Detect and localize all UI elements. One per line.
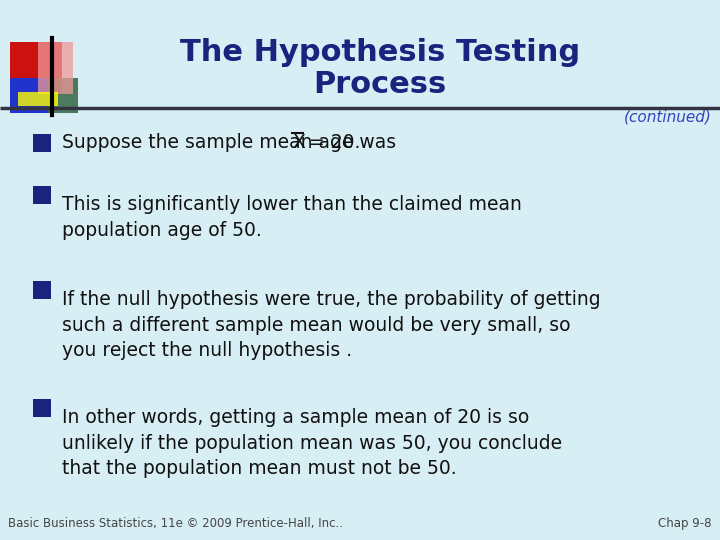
Text: Chap 9-8: Chap 9-8 xyxy=(659,517,712,530)
Bar xyxy=(33,281,51,299)
Text: This is significantly lower than the claimed mean
population age of 50.: This is significantly lower than the cla… xyxy=(62,195,522,240)
Bar xyxy=(10,78,50,113)
Bar xyxy=(33,134,51,152)
Text: Basic Business Statistics, 11e © 2009 Prentice-Hall, Inc..: Basic Business Statistics, 11e © 2009 Pr… xyxy=(8,517,343,530)
Bar xyxy=(10,42,62,94)
Text: In other words, getting a sample mean of 20 is so
unlikely if the population mea: In other words, getting a sample mean of… xyxy=(62,408,562,478)
Text: = 20.: = 20. xyxy=(303,133,361,152)
Text: X: X xyxy=(292,133,305,152)
Text: Process: Process xyxy=(313,70,446,99)
Bar xyxy=(33,186,51,204)
Text: (continued): (continued) xyxy=(624,110,712,125)
Bar xyxy=(33,399,51,417)
Text: Suppose the sample mean age was: Suppose the sample mean age was xyxy=(62,133,402,152)
Text: If the null hypothesis were true, the probability of getting
such a different sa: If the null hypothesis were true, the pr… xyxy=(62,290,600,361)
Bar xyxy=(38,42,73,94)
Bar xyxy=(48,78,78,113)
Text: The Hypothesis Testing: The Hypothesis Testing xyxy=(180,38,580,67)
Bar xyxy=(18,92,58,106)
